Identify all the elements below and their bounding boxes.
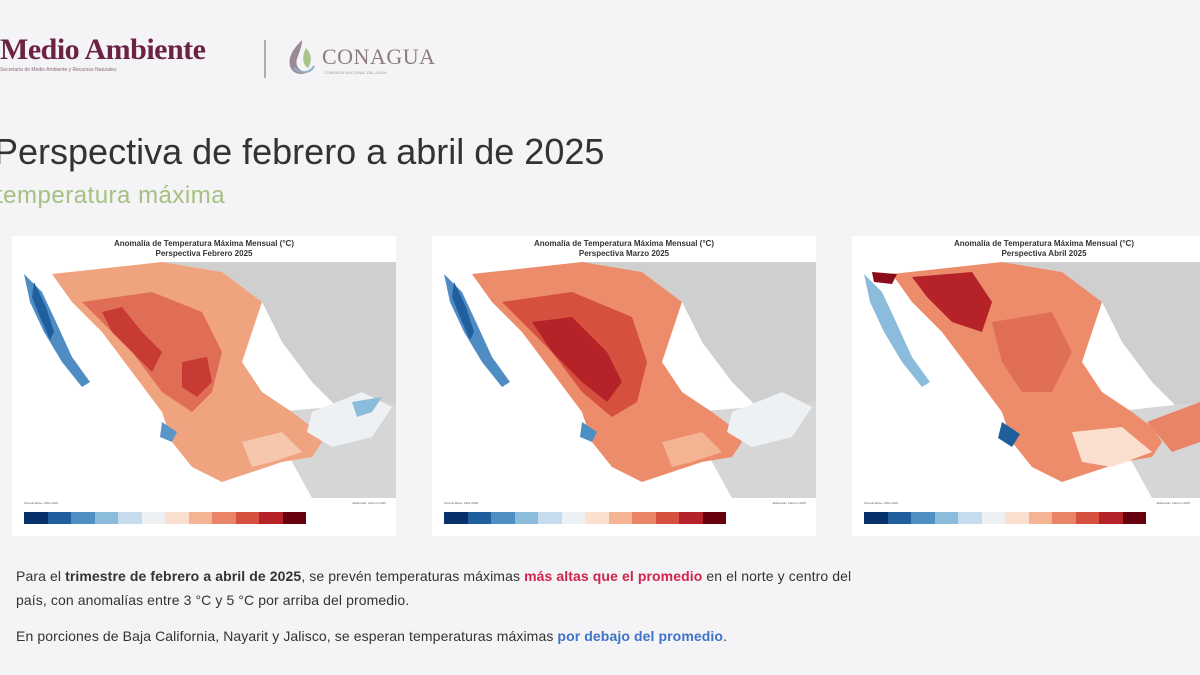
map-title-line1: Anomalía de Temperatura Máxima Mensual (… bbox=[114, 239, 294, 248]
colorbar-swatch bbox=[71, 512, 95, 524]
paragraph-2: país, con anomalías entre 3 °C y 5 °C po… bbox=[16, 592, 410, 608]
map-footer-right: Elaborado: Febrero 2025 bbox=[1156, 501, 1190, 505]
colorbar-swatch bbox=[141, 512, 165, 524]
logo-divider bbox=[264, 40, 266, 78]
colorbar-swatch bbox=[188, 512, 212, 524]
map-title-line2: Perspectiva Marzo 2025 bbox=[578, 249, 670, 258]
colorbar-swatch bbox=[467, 512, 491, 524]
conagua-title: CONAGUA bbox=[322, 44, 436, 69]
temperature-anomaly-map-abril bbox=[852, 262, 1200, 498]
colorbar bbox=[24, 512, 306, 524]
colorbar-swatch bbox=[235, 512, 259, 524]
temperature-anomaly-map-marzo bbox=[432, 262, 816, 498]
map-footer-left: Periodo Base: 1991-2020 bbox=[444, 501, 479, 505]
colorbar-swatch bbox=[94, 512, 118, 524]
map-title-line1: Anomalía de Temperatura Máxima Mensual (… bbox=[954, 239, 1134, 248]
colorbar-swatch bbox=[958, 512, 982, 524]
slide-subtitle: temperatura máxima bbox=[0, 182, 226, 209]
colorbar-swatch bbox=[538, 512, 562, 524]
colorbar-swatch bbox=[491, 512, 515, 524]
colorbar-swatch bbox=[212, 512, 236, 524]
conagua-subtitle: COMISIÓN NACIONAL DEL AGUA bbox=[324, 70, 387, 75]
colorbar-swatch bbox=[165, 512, 189, 524]
p1-bold-period: trimestre de febrero a abril de 2025 bbox=[65, 568, 302, 584]
medio-ambiente-title: Medio Ambiente bbox=[0, 33, 206, 66]
map-title: Anomalía de Temperatura Máxima Mensual (… bbox=[852, 239, 1200, 259]
colorbar-swatch bbox=[655, 512, 679, 524]
map-panel-marzo: Anomalía de Temperatura Máxima Mensual (… bbox=[432, 236, 816, 536]
colorbar-swatch bbox=[1075, 512, 1099, 524]
colorbar-swatch bbox=[981, 512, 1005, 524]
paragraph-1: Para el trimestre de febrero a abril de … bbox=[16, 566, 1200, 586]
p1-text-c: , se prevén temperaturas máximas bbox=[301, 568, 525, 584]
p3-text-a: En porciones de Baja California, Nayarit… bbox=[16, 628, 558, 644]
colorbar-swatch bbox=[444, 512, 468, 524]
p3-highlight-below-average: por debajo del promedio bbox=[557, 628, 724, 644]
slide-title: Perspectiva de febrero a abril de 2025 bbox=[0, 131, 605, 172]
colorbar-swatch bbox=[1099, 512, 1123, 524]
colorbar-swatch bbox=[911, 512, 935, 524]
map-panel-febrero: Anomalía de Temperatura Máxima Mensual (… bbox=[12, 236, 396, 536]
colorbar bbox=[444, 512, 726, 524]
colorbar-swatch bbox=[47, 512, 71, 524]
colorbar-swatch bbox=[1052, 512, 1076, 524]
map-footer-left: Periodo Base: 1991-2020 bbox=[864, 501, 899, 505]
colorbar-swatch bbox=[1122, 512, 1146, 524]
p3-text-c: . bbox=[723, 628, 728, 644]
header: Medio Ambiente Secretaría de Medio Ambie… bbox=[0, 30, 600, 80]
map-panel-abril: Anomalía de Temperatura Máxima Mensual (… bbox=[852, 236, 1200, 536]
colorbar-swatch bbox=[561, 512, 585, 524]
colorbar-swatch bbox=[702, 512, 726, 524]
colorbar bbox=[864, 512, 1146, 524]
colorbar-swatch bbox=[632, 512, 656, 524]
colorbar-swatch bbox=[118, 512, 142, 524]
map-title: Anomalía de Temperatura Máxima Mensual (… bbox=[12, 239, 396, 259]
p1-text-a: Para el bbox=[16, 568, 66, 584]
map-title-line2: Perspectiva Febrero 2025 bbox=[155, 249, 253, 258]
colorbar-swatch bbox=[1028, 512, 1052, 524]
temperature-anomaly-map-febrero bbox=[12, 262, 396, 498]
colorbar-swatch bbox=[1005, 512, 1029, 524]
colorbar-swatch bbox=[887, 512, 911, 524]
conagua-drop-icon bbox=[289, 40, 315, 74]
colorbar-swatch bbox=[24, 512, 48, 524]
colorbar-swatch bbox=[514, 512, 538, 524]
colorbar-swatch bbox=[585, 512, 609, 524]
p1-text-e: en el norte y centro del bbox=[702, 568, 852, 584]
colorbar-swatch bbox=[259, 512, 283, 524]
colorbar-swatch bbox=[864, 512, 888, 524]
map-footer-right: Elaborado: Febrero 2025 bbox=[772, 501, 806, 505]
paragraph-3: En porciones de Baja California, Nayarit… bbox=[16, 626, 1200, 646]
colorbar-swatch bbox=[282, 512, 306, 524]
medio-ambiente-logo: Medio Ambiente Secretaría de Medio Ambie… bbox=[0, 33, 206, 74]
map-footer-right: Elaborado: Febrero 2025 bbox=[352, 501, 386, 505]
colorbar-swatch bbox=[934, 512, 958, 524]
map-title-line1: Anomalía de Temperatura Máxima Mensual (… bbox=[534, 239, 714, 248]
p1-highlight-above-average: más altas que el promedio bbox=[524, 568, 703, 584]
map-footer-left: Periodo Base: 1991-2020 bbox=[24, 501, 59, 505]
colorbar-swatch bbox=[679, 512, 703, 524]
map-title-line2: Perspectiva Abril 2025 bbox=[1001, 249, 1087, 258]
map-title: Anomalía de Temperatura Máxima Mensual (… bbox=[432, 239, 816, 259]
medio-ambiente-subtitle: Secretaría de Medio Ambiente y Recursos … bbox=[0, 67, 117, 73]
colorbar-swatch bbox=[608, 512, 632, 524]
